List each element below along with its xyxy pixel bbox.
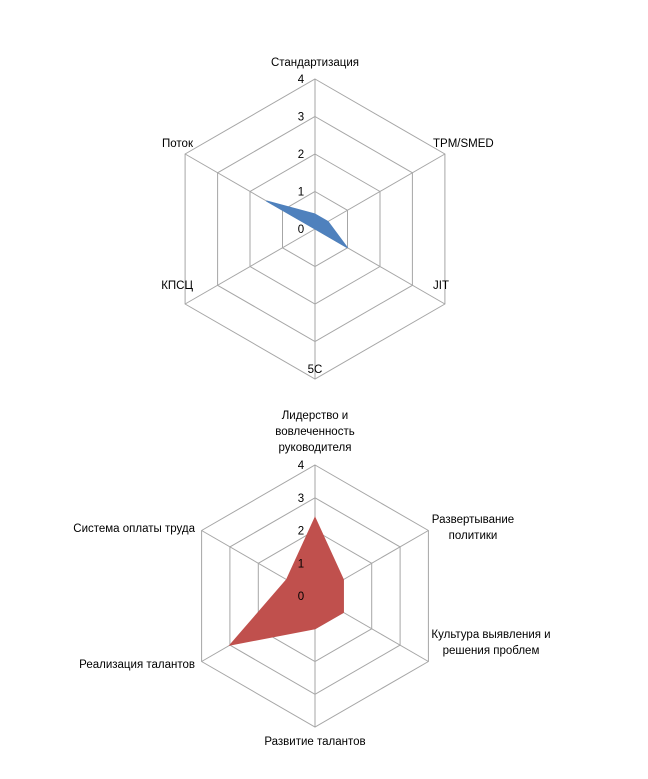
axis-label: JIT — [433, 280, 449, 292]
tick-label: 4 — [298, 74, 305, 86]
spoke-4 — [184, 228, 316, 305]
axis-label: Система оплаты труда — [73, 523, 195, 535]
tick-label: 1 — [298, 558, 304, 570]
tick-label: 0 — [298, 224, 304, 236]
radar-chart-management: 0 1 2 3 4 Лидерство и вовлеченность руководител… — [73, 410, 550, 748]
axis-label: Развитие талантов — [264, 736, 365, 748]
axis-label: КПСЦ — [161, 280, 193, 292]
tick-label: 0 — [298, 591, 304, 603]
axis-label: 5С — [308, 364, 323, 376]
axis-label: Стандартизация — [271, 57, 359, 69]
tick-label: 3 — [298, 112, 304, 124]
series-area — [228, 516, 344, 646]
axis-label: Развертывание политики — [432, 514, 514, 542]
series-area — [266, 200, 348, 249]
tick-label: 4 — [298, 460, 305, 472]
axis-label: Поток — [162, 138, 194, 150]
axis-label: TPM/SMED — [433, 138, 494, 150]
tick-label: 2 — [298, 149, 304, 161]
tick-label: 2 — [298, 526, 304, 538]
axis-label: Реализация талантов — [79, 659, 195, 671]
axis-label: Культура выявления и решения проблем — [431, 629, 550, 657]
spoke-1 — [314, 153, 446, 230]
radar-chart-lean-tools: 0 1 2 3 4 Стандартизация TPM/SMED JIT 5С КПСЦ Пото… — [161, 57, 494, 380]
axis-label: Лидерство и вовлеченность руководителя — [275, 410, 354, 454]
tick-label: 1 — [298, 187, 304, 199]
tick-label: 3 — [298, 493, 304, 505]
